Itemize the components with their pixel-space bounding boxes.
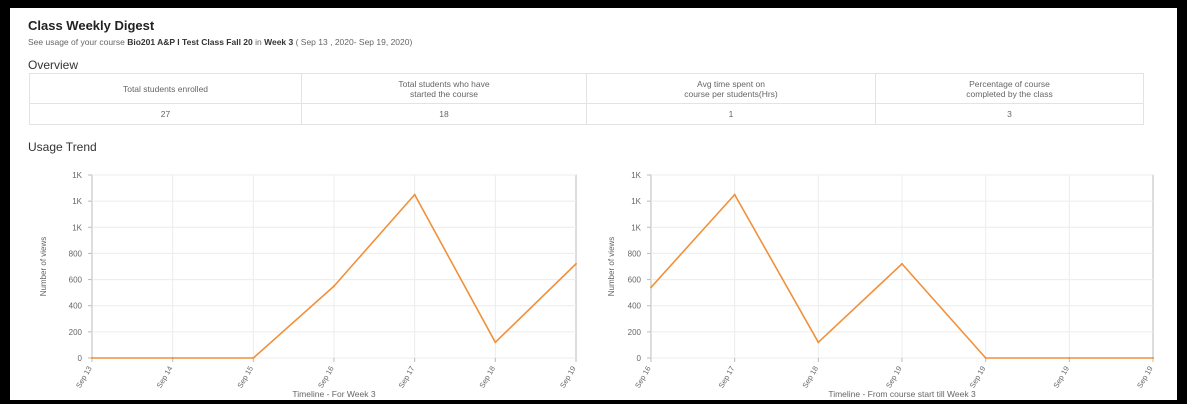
data-point [252, 357, 255, 359]
data-point [1152, 357, 1154, 359]
x-tick-label: Sep 16 [633, 365, 653, 390]
x-tick-label: Sep 19 [884, 365, 904, 390]
y-tick-label: 1K [631, 197, 641, 206]
x-tick-label: Sep 13 [74, 365, 94, 390]
data-point [333, 285, 335, 288]
y-tick-label: 1K [631, 223, 641, 232]
x-tick-label: Sep 14 [155, 365, 175, 390]
data-point [1068, 357, 1071, 359]
overview-header-enrolled: Total students enrolled [29, 73, 302, 104]
week-label: Week 3 [264, 37, 294, 47]
data-point [817, 341, 820, 344]
x-tick-label: Sep 19 [1135, 365, 1155, 390]
overview-value-percentage: 3 [875, 103, 1144, 125]
subtitle-prefix: See usage of your course [28, 37, 128, 47]
page-title: Class Weekly Digest [28, 18, 155, 33]
x-tick-label: Sep 18 [800, 365, 820, 390]
y-axis-label: Number of views [39, 237, 48, 297]
date-range: ( Sep 13 , 2020- Sep 19, 2020) [293, 37, 413, 47]
y-tick-label: 1K [72, 171, 82, 180]
y-tick-label: 200 [69, 328, 83, 337]
overview-title: Overview [28, 58, 79, 72]
overview-header-avg-time: Avg time spent on course per students(Hrs… [586, 73, 876, 104]
data-point [984, 357, 987, 359]
data-point [650, 286, 652, 289]
x-tick-label: Sep 16 [316, 365, 336, 390]
x-tick-label: Sep 19 [558, 365, 578, 390]
x-tick-label: Sep 17 [717, 365, 737, 390]
y-tick-label: 400 [628, 302, 642, 311]
y-tick-label: 400 [69, 302, 83, 311]
overview-header-row: Total students enrolled Total students w… [29, 73, 1144, 104]
usage-chart-course: 0 200 400 600 800 1K 1K 1K Sep 16 Sep 17 Sep 18 Sep… [607, 171, 1155, 399]
x-tick-label: Sep 19 [1051, 365, 1071, 390]
x-tick-label: Sep 19 [968, 365, 988, 390]
data-point [733, 193, 736, 196]
course-name: Bio201 A&P I Test Class Fall 20 [127, 37, 253, 47]
y-tick-label: 1K [72, 223, 82, 232]
y-tick-label: 800 [628, 249, 642, 258]
y-axis-label: Number of views [607, 237, 616, 297]
y-tick-label: 200 [628, 328, 642, 337]
y-tick-label: 1K [72, 197, 82, 206]
y-tick-label: 600 [69, 276, 83, 285]
data-point [575, 262, 577, 265]
usage-chart-week: 0 200 400 600 800 1K 1K 1K Sep 13 Sep 14 Sep 15 Sep… [39, 171, 578, 399]
y-tick-label: 1K [631, 171, 641, 180]
overview-table: Total students enrolled Total students w… [29, 73, 1144, 125]
usage-trend-title: Usage Trend [28, 140, 97, 154]
data-point [413, 193, 416, 196]
subtitle-mid: in [252, 37, 265, 47]
y-tick-label: 600 [628, 276, 642, 285]
data-point [91, 357, 93, 359]
x-axis-label: Timeline - For Week 3 [292, 389, 375, 399]
overview-header-percentage: Percentage of course completed by the cla… [875, 73, 1144, 104]
y-tick-label: 0 [637, 354, 642, 363]
y-tick-label: 800 [69, 249, 83, 258]
y-tick-label: 0 [78, 354, 83, 363]
x-tick-label: Sep 18 [477, 365, 497, 390]
data-point [901, 262, 903, 265]
data-point [494, 341, 497, 344]
data-point [171, 357, 174, 359]
page-subtitle: See usage of your course Bio201 A&P I Te… [28, 37, 412, 47]
x-tick-label: Sep 17 [397, 365, 417, 390]
x-axis-label: Timeline - From course start till Week 3 [828, 389, 976, 399]
x-tick-label: Sep 15 [235, 365, 255, 390]
overview-value-row: 27 18 1 3 [29, 103, 1144, 125]
overview-value-enrolled: 27 [29, 103, 302, 125]
